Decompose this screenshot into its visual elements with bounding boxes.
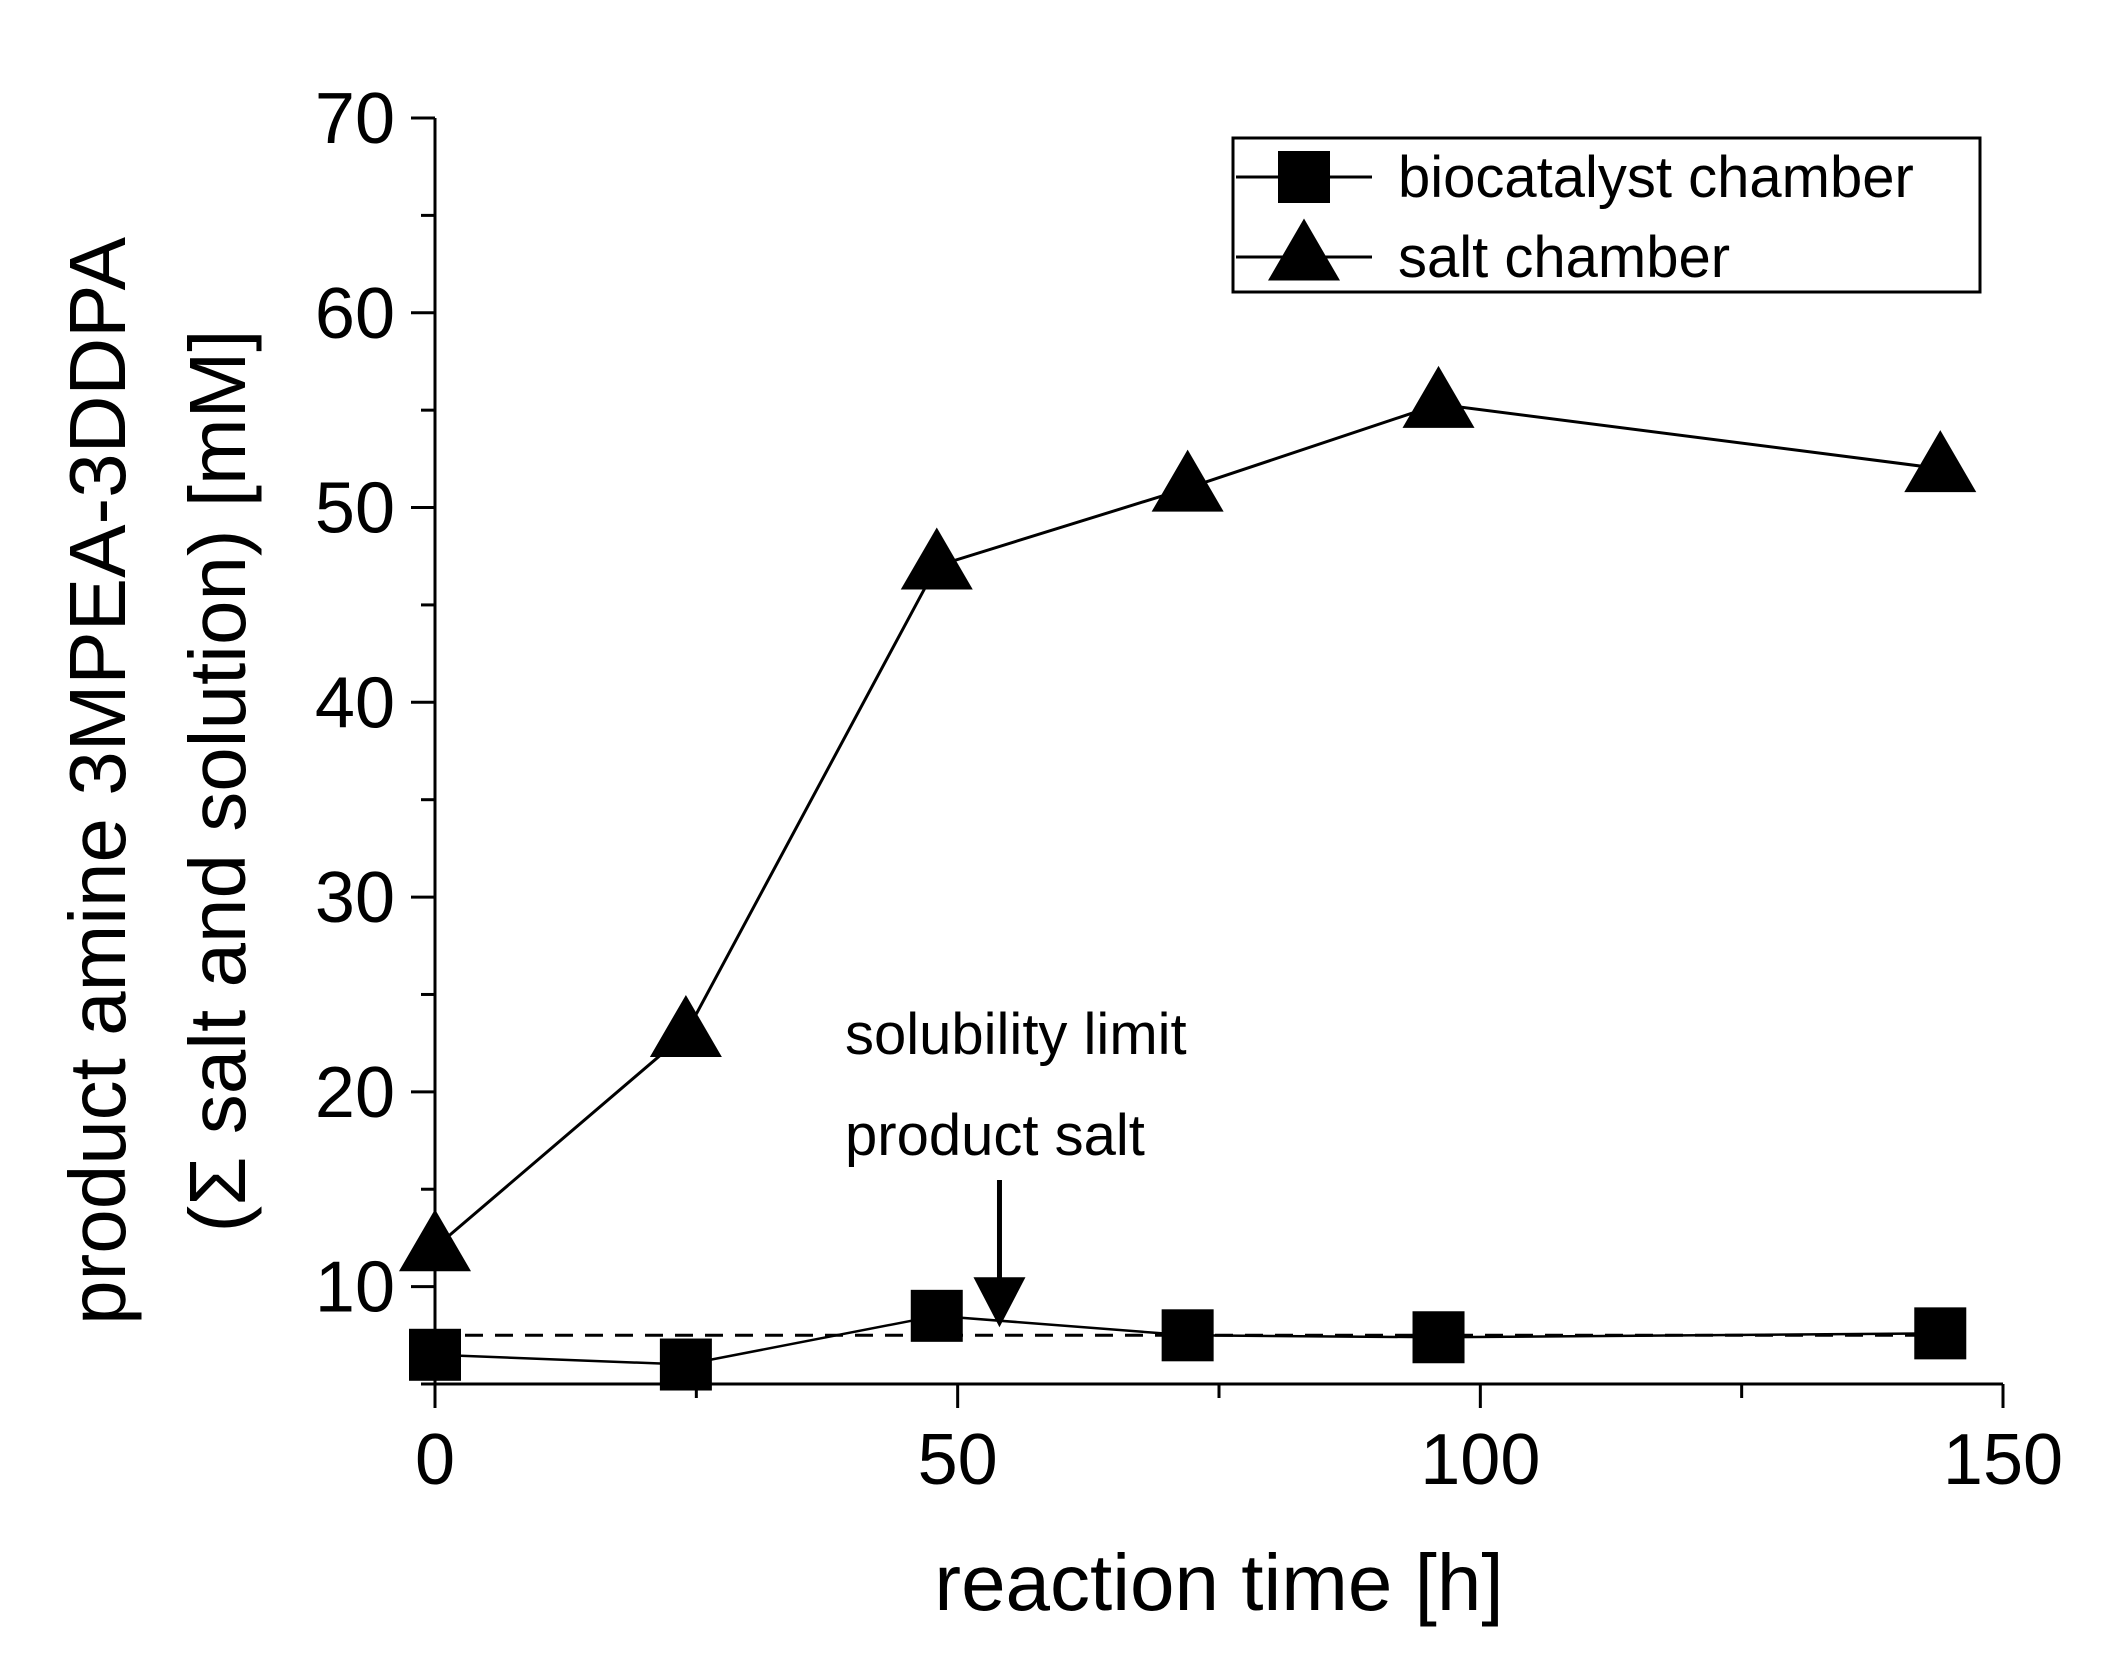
- legend-box: [1231, 136, 1982, 294]
- series-line-biocatalyst-chamber: [434, 1314, 1941, 1366]
- x-tick-label: 100: [1420, 1420, 1540, 1500]
- square-marker-point: [1161, 1309, 1214, 1362]
- legend-marker-salt-chamber: [1268, 218, 1340, 281]
- triangle-marker-point: [900, 527, 973, 590]
- square-marker-point: [659, 1338, 712, 1391]
- y-axis-title-line1: product amine 3MPEA-3DDPA: [53, 236, 142, 1324]
- square-marker-point: [1412, 1311, 1465, 1364]
- annotation-arrow-head: [973, 1277, 1026, 1328]
- triangle-marker-point: [1151, 449, 1224, 512]
- square-marker-point: [1914, 1307, 1967, 1360]
- ticks: [411, 116, 2005, 1408]
- y-tick-label: 10: [315, 1248, 395, 1328]
- series-layer: [399, 365, 1977, 1391]
- annotation-line1: solubility limit: [845, 1002, 1187, 1067]
- triangle-marker-point: [649, 994, 722, 1057]
- triangle-marker-point: [1402, 365, 1475, 428]
- y-axis-title-line2: (Σ salt and solution) [mM]: [173, 329, 262, 1232]
- x-tick-label: 50: [918, 1420, 998, 1500]
- triangle-marker-point: [399, 1209, 471, 1272]
- y-tick-label: 20: [315, 1053, 395, 1133]
- square-marker-point: [910, 1289, 963, 1342]
- legend-label-biocatalyst-chamber: biocatalyst chamber: [1398, 145, 1914, 210]
- annotation-arrow: [973, 1180, 1026, 1328]
- legend-item-salt-chamber: salt chamber: [1236, 218, 1730, 290]
- series-line-salt-chamber: [434, 402, 1941, 1249]
- x-tick-label: 0: [415, 1420, 455, 1500]
- legend: biocatalyst chamber salt chamber: [1231, 136, 1982, 294]
- square-marker-point: [409, 1328, 461, 1381]
- series-biocatalyst-chamber: [409, 1289, 1967, 1391]
- y-tick-label: 60: [315, 274, 395, 354]
- legend-item-biocatalyst-chamber: biocatalyst chamber: [1236, 145, 1914, 210]
- y-tick-label: 50: [315, 469, 395, 549]
- x-axis-title: reaction time [h]: [934, 1538, 1503, 1627]
- y-tick-label: 40: [315, 663, 395, 743]
- y-tick-label: 30: [315, 858, 395, 938]
- triangle-marker-point: [1904, 430, 1977, 493]
- series-salt-chamber: [399, 365, 1977, 1272]
- annotation-line2: product salt: [845, 1103, 1145, 1168]
- legend-label-salt-chamber: salt chamber: [1398, 225, 1730, 290]
- y-tick-label: 70: [315, 79, 395, 159]
- legend-marker-biocatalyst-chamber: [1278, 151, 1330, 203]
- tick-labels: 10 20 30 40 50 60 70 0 50 100 150: [315, 79, 2063, 1500]
- x-tick-label: 150: [1943, 1420, 2063, 1500]
